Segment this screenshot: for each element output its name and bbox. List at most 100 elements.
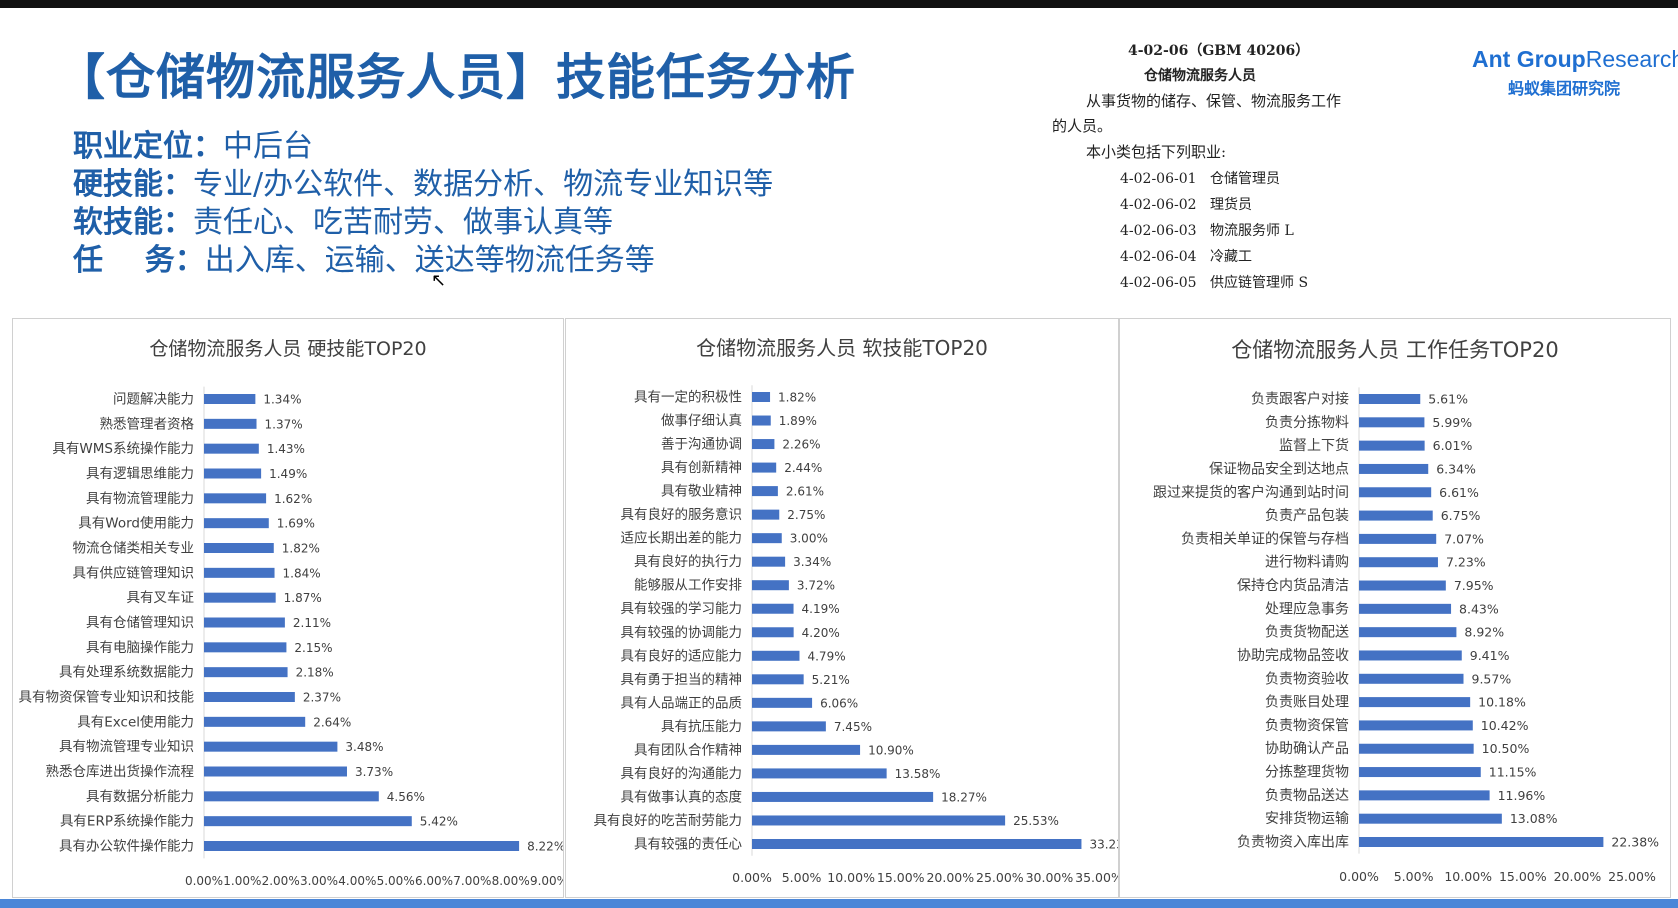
bar [752, 674, 804, 685]
bar [1359, 673, 1464, 684]
logo-line2: 蚂蚁集团研究院 [1508, 79, 1621, 98]
data-label: 5.99% [1432, 415, 1472, 430]
x-tick-label: 15.00% [877, 870, 925, 885]
position-value: 中后台 [223, 129, 313, 164]
bar [1359, 790, 1490, 801]
data-label: 13.58% [895, 767, 941, 781]
x-tick-label: 20.00% [1554, 869, 1602, 884]
category-label: 安排货物运输 [1265, 810, 1349, 827]
occupation-includes: 本小类包括下列职业: [1086, 143, 1227, 161]
category-label: 具有良好的服务意识 [621, 506, 743, 523]
bar [1359, 510, 1433, 521]
bar [204, 617, 285, 628]
occupation-code: 4-02-06（GBM 40206） [1128, 43, 1310, 59]
x-tick-label: 10.00% [827, 870, 875, 885]
category-label: 具有供应链管理知识 [73, 564, 195, 581]
bar [752, 721, 826, 732]
data-label: 3.72% [797, 579, 835, 593]
task-row: 任 务：出入库、运输、送达等物流任务等 [73, 242, 773, 280]
bar [204, 394, 256, 404]
bar [204, 716, 306, 727]
data-label: 11.15% [1489, 765, 1537, 780]
occupation-item-name: 物流服务师 L [1210, 223, 1294, 239]
data-label: 1.34% [263, 393, 301, 407]
bar [204, 443, 259, 454]
category-label: 能够服从工作安排 [634, 578, 742, 594]
data-label: 10.18% [1478, 695, 1526, 710]
occupation-desc-line1: 从事货物的储存、保管、物流服务工作 [1086, 92, 1342, 110]
hard-skill-value: 专业/办公软件、数据分析、物流专业知识等 [193, 167, 774, 202]
category-label: 具有团队合作精神 [634, 742, 742, 758]
category-label: 具有良好的适应能力 [621, 647, 743, 664]
category-label: 处理应急事务 [1265, 600, 1349, 617]
category-label: 负责物资入库出库 [1237, 835, 1349, 851]
x-tick-label: 7.00% [453, 874, 491, 888]
category-label: 具有良好的吃苦耐劳能力 [594, 813, 743, 829]
category-label: 负责相关单证的保管与存档 [1181, 531, 1349, 547]
task-label: 任 务： [73, 243, 205, 278]
x-tick-label: 8.00% [492, 874, 530, 888]
data-label: 1.69% [277, 517, 315, 531]
data-label: 1.87% [284, 591, 322, 605]
occupation-item-code: 4-02-06-03 [1120, 223, 1197, 239]
data-label: 3.34% [793, 555, 831, 569]
category-label: 适应长期出差的能力 [621, 530, 743, 547]
bar [752, 509, 780, 520]
category-label: 负责物资保管 [1265, 718, 1349, 734]
bar [752, 839, 1082, 849]
category-label: 做事仔细认真 [661, 413, 742, 429]
data-label: 2.75% [787, 508, 825, 522]
data-label: 33.23% [1089, 838, 1118, 852]
bar [752, 392, 771, 402]
category-label: 具有数据分析能力 [86, 789, 194, 805]
data-label: 7.23% [1446, 555, 1486, 570]
bar [204, 418, 257, 429]
bar [1359, 767, 1481, 778]
data-label: 2.26% [782, 438, 820, 452]
category-label: 具有办公软件操作能力 [59, 839, 194, 855]
data-label: 5.42% [420, 815, 458, 829]
data-label: 2.61% [786, 485, 824, 499]
category-label: 具有较强的责任心 [634, 837, 742, 853]
bar [1359, 743, 1474, 754]
bar [752, 603, 794, 614]
data-label: 2.11% [293, 616, 331, 630]
x-tick-label: 5.00% [1394, 869, 1434, 884]
x-tick-label: 6.00% [415, 874, 453, 888]
category-label: 具有人品端正的品质 [621, 695, 743, 711]
data-label: 4.56% [387, 790, 425, 804]
bar [752, 556, 786, 567]
data-label: 3.00% [790, 532, 828, 546]
soft-skill-chart-panel: 仓储物流服务人员 软技能TOP20 具有一定的积极性 1.82% 做事仔细认真 1.89… [565, 318, 1119, 898]
category-label: 具有处理系统数据能力 [59, 665, 194, 681]
bar [752, 650, 800, 661]
data-label: 9.41% [1470, 648, 1510, 663]
category-label: 保证物品安全到达地点 [1209, 460, 1349, 477]
bottom-border [0, 899, 1678, 908]
x-tick-label: 25.00% [1608, 869, 1656, 884]
category-label: 善于沟通协调 [661, 437, 742, 453]
position-label: 职业定位： [73, 129, 223, 164]
bar [1359, 813, 1502, 824]
bar [1359, 580, 1446, 591]
data-label: 10.50% [1482, 741, 1530, 756]
category-label: 具有ERP系统操作能力 [60, 814, 194, 830]
data-label: 4.20% [802, 626, 840, 640]
occupation-name: 仓储物流服务人员 [1144, 68, 1256, 84]
x-tick-label: 20.00% [926, 870, 974, 885]
bar [204, 766, 347, 777]
category-label: 具有Excel使用能力 [77, 713, 194, 730]
data-label: 5.61% [1428, 392, 1468, 407]
data-label: 1.82% [282, 542, 320, 556]
data-label: 2.64% [313, 715, 351, 729]
data-label: 1.84% [283, 566, 321, 580]
category-label: 具有良好的执行力 [634, 554, 742, 570]
data-label: 1.82% [778, 391, 816, 405]
bar [752, 439, 775, 450]
category-label: 具有做事认真的态度 [621, 789, 743, 805]
x-tick-label: 30.00% [1026, 870, 1074, 885]
data-label: 1.43% [267, 442, 305, 456]
category-label: 负责货物配送 [1265, 624, 1349, 641]
occupation-item-code: 4-02-06-02 [1120, 197, 1197, 213]
data-label: 5.21% [812, 673, 850, 687]
